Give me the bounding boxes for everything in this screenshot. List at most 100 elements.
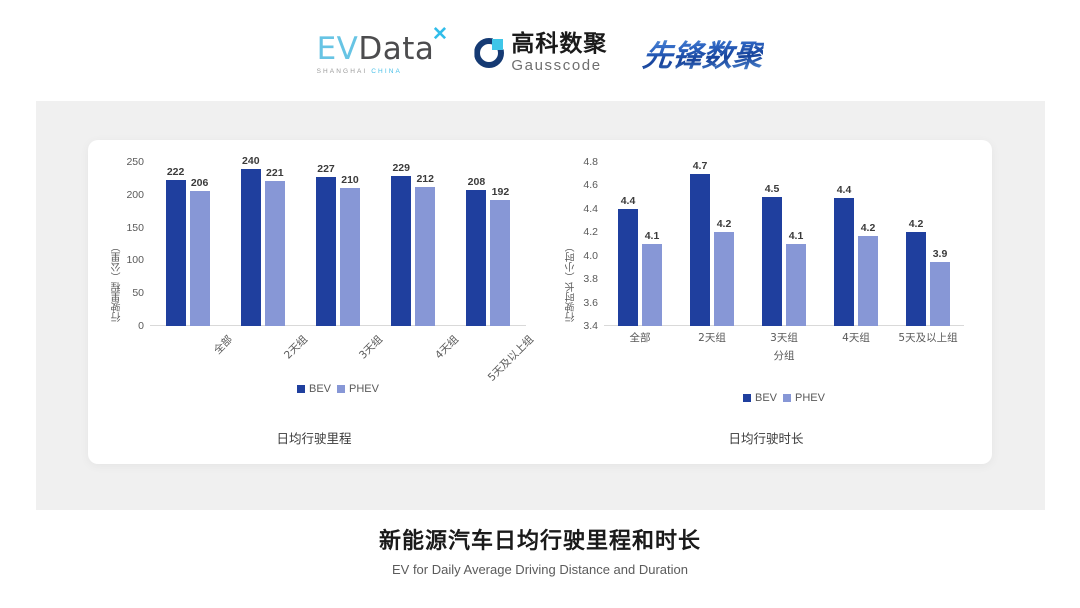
bar-value-label: 3.9 [932,247,948,260]
bar-wrap: 221 [264,162,285,326]
y-tick: 4.8 [583,156,598,168]
bar-bev[interactable]: 4.7 [690,160,710,326]
bar-group: 4.7 4.2 [676,160,748,326]
charts-container: 行驶里程（公里） 250 200 150 100 50 0 222 [88,140,992,464]
bar-wrap: 4.7 [690,160,710,326]
chart-left-plot-area: 250 200 150 100 50 0 222 206 [126,155,526,332]
bar-value-label: 229 [392,161,410,174]
y-tick: 50 [132,287,144,300]
bar-phev[interactable]: 192 [490,186,511,326]
bar-wrap: 208 [466,162,487,326]
y-tick: 250 [126,156,144,168]
bar-group: 4.5 4.1 [748,162,820,326]
chart-right-caption: 日均行驶时长 [728,431,804,446]
chart-left-x-tick-labels: 全部 2天组 3天组 4天组 5天及以上组 [150,332,536,383]
legend-item-phev[interactable]: PHEV [337,383,379,395]
bar-wrap: 4.5 [762,162,782,326]
bar-phev[interactable]: 4.1 [642,230,662,326]
bar-phev[interactable]: 4.2 [858,222,878,326]
bar-group: 4.2 3.9 [892,162,964,326]
y-tick: 4.2 [583,226,598,239]
x-tick-label: 2天组 [698,332,726,344]
bar-phev[interactable]: 4.2 [714,218,734,326]
bar-phev[interactable]: 4.1 [786,230,806,326]
bar-phev[interactable]: 3.9 [930,248,950,326]
bar-group: 222 206 [150,162,225,326]
evdata-wordmark: EV Data ✕ [317,25,448,67]
legend-swatch-phev-icon [783,394,792,402]
x-tick-label: 4天组 [842,332,870,344]
chart-daily-duration: 行驶时长（小时） 4.8 4.6 4.4 4.2 4.0 3.8 3.6 3.4… [540,140,992,464]
gausscode-wordmark: 高科数聚 Gausscode [511,31,608,74]
bar-value-label: 4.7 [692,159,708,172]
chart-left-bar-groups: 222 206 240 [150,155,526,326]
bar-bev[interactable]: 4.5 [762,183,782,326]
y-tick: 150 [126,221,144,234]
footer-titles: 新能源汽车日均行驶里程和时长 EV for Daily Average Driv… [0,528,1080,577]
bar-wrap: 227 [316,162,336,326]
legend-swatch-bev-icon [743,394,751,402]
y-tick: 100 [126,254,144,267]
gausscode-ring-icon [474,38,505,68]
bar-value-label: 4.4 [836,184,852,197]
chart-right-plot-area: 4.8 4.6 4.4 4.2 4.0 3.8 3.6 3.4 4.4 [583,156,964,332]
y-tick: 3.8 [583,273,598,286]
bar-bev[interactable]: 4.4 [834,184,854,326]
page-subtitle: EV for Daily Average Driving Distance an… [391,561,689,577]
logo-header: EV Data ✕ SHANGHAI CHINA 高科数聚 Gausscode 先… [0,24,1080,82]
y-tick: 3.4 [583,320,598,332]
bar-wrap: 229 [391,162,412,326]
legend-label-phev: PHEV [795,392,825,404]
page-title: 新能源汽车日均行驶里程和时长 [378,529,701,554]
bar-group: 227 210 [300,162,375,326]
bar-phev[interactable]: 212 [415,173,436,326]
bar-value-label: 222 [166,166,185,179]
chart-left-caption: 日均行驶里程 [276,431,352,446]
legend-item-phev[interactable]: PHEV [783,392,825,404]
bar-value-label: 240 [242,154,260,167]
bar-value-label: 4.2 [908,218,924,231]
y-tick: 0 [138,320,144,332]
bar-value-label: 4.1 [788,230,804,242]
y-tick: 4.6 [583,179,598,192]
bar-bev[interactable]: 227 [316,163,336,326]
chart-left-y-axis-title: 行驶里程（公里） [112,242,123,322]
bar-wrap: 4.1 [786,162,806,326]
bar-group: 4.4 4.2 [820,162,892,326]
chart-daily-distance: 行驶里程（公里） 250 200 150 100 50 0 222 [88,140,540,464]
gausscode-cn-text: 高科数聚 [511,31,608,57]
bar-bev[interactable]: 208 [466,176,487,326]
bar-bev[interactable]: 240 [240,155,261,326]
bar-wrap: 4.2 [906,162,926,326]
evdata-logo: EV Data ✕ SHANGHAI CHINA [317,25,448,75]
x-tick-label: 全部 [629,332,651,344]
bar-value-label: 208 [467,175,486,188]
bar-wrap: 192 [490,162,511,326]
legend-item-bev[interactable]: BEV [297,383,331,395]
legend-label-bev: BEV [309,383,332,395]
bar-wrap: 4.2 [714,162,734,326]
legend-item-bev[interactable]: BEV [743,392,777,404]
bar-bev[interactable]: 4.4 [618,195,638,326]
chart-left-y-ticks: 250 200 150 100 50 0 [126,156,526,332]
x-tick-label: 3天组 [770,332,798,344]
bar-bev[interactable]: 229 [391,162,412,326]
bar-group: 4.4 4.1 [604,162,676,326]
bar-value-label: 227 [317,163,335,176]
chart-right-x-tick-labels: 全部 2天组 3天组 4天组 5天及以上组 [604,330,964,345]
legend-label-bev: BEV [755,392,778,404]
y-tick: 4.4 [583,202,598,215]
legend-swatch-phev-icon [337,385,346,393]
bar-wrap: 4.4 [834,162,854,326]
chart-right-bar-groups: 4.4 4.1 4.7 [604,160,964,326]
bar-phev[interactable]: 210 [340,174,360,326]
evdata-data-text: Data [358,30,435,67]
bar-value-label: 210 [341,174,359,187]
gausscode-square-icon [492,39,504,50]
bar-wrap: 206 [189,162,210,326]
bar-phev[interactable]: 206 [189,177,210,326]
bar-value-label: 4.2 [716,218,732,231]
bar-phev[interactable]: 221 [264,167,285,326]
bar-bev[interactable]: 4.2 [906,218,926,326]
bar-bev[interactable]: 222 [165,166,186,326]
